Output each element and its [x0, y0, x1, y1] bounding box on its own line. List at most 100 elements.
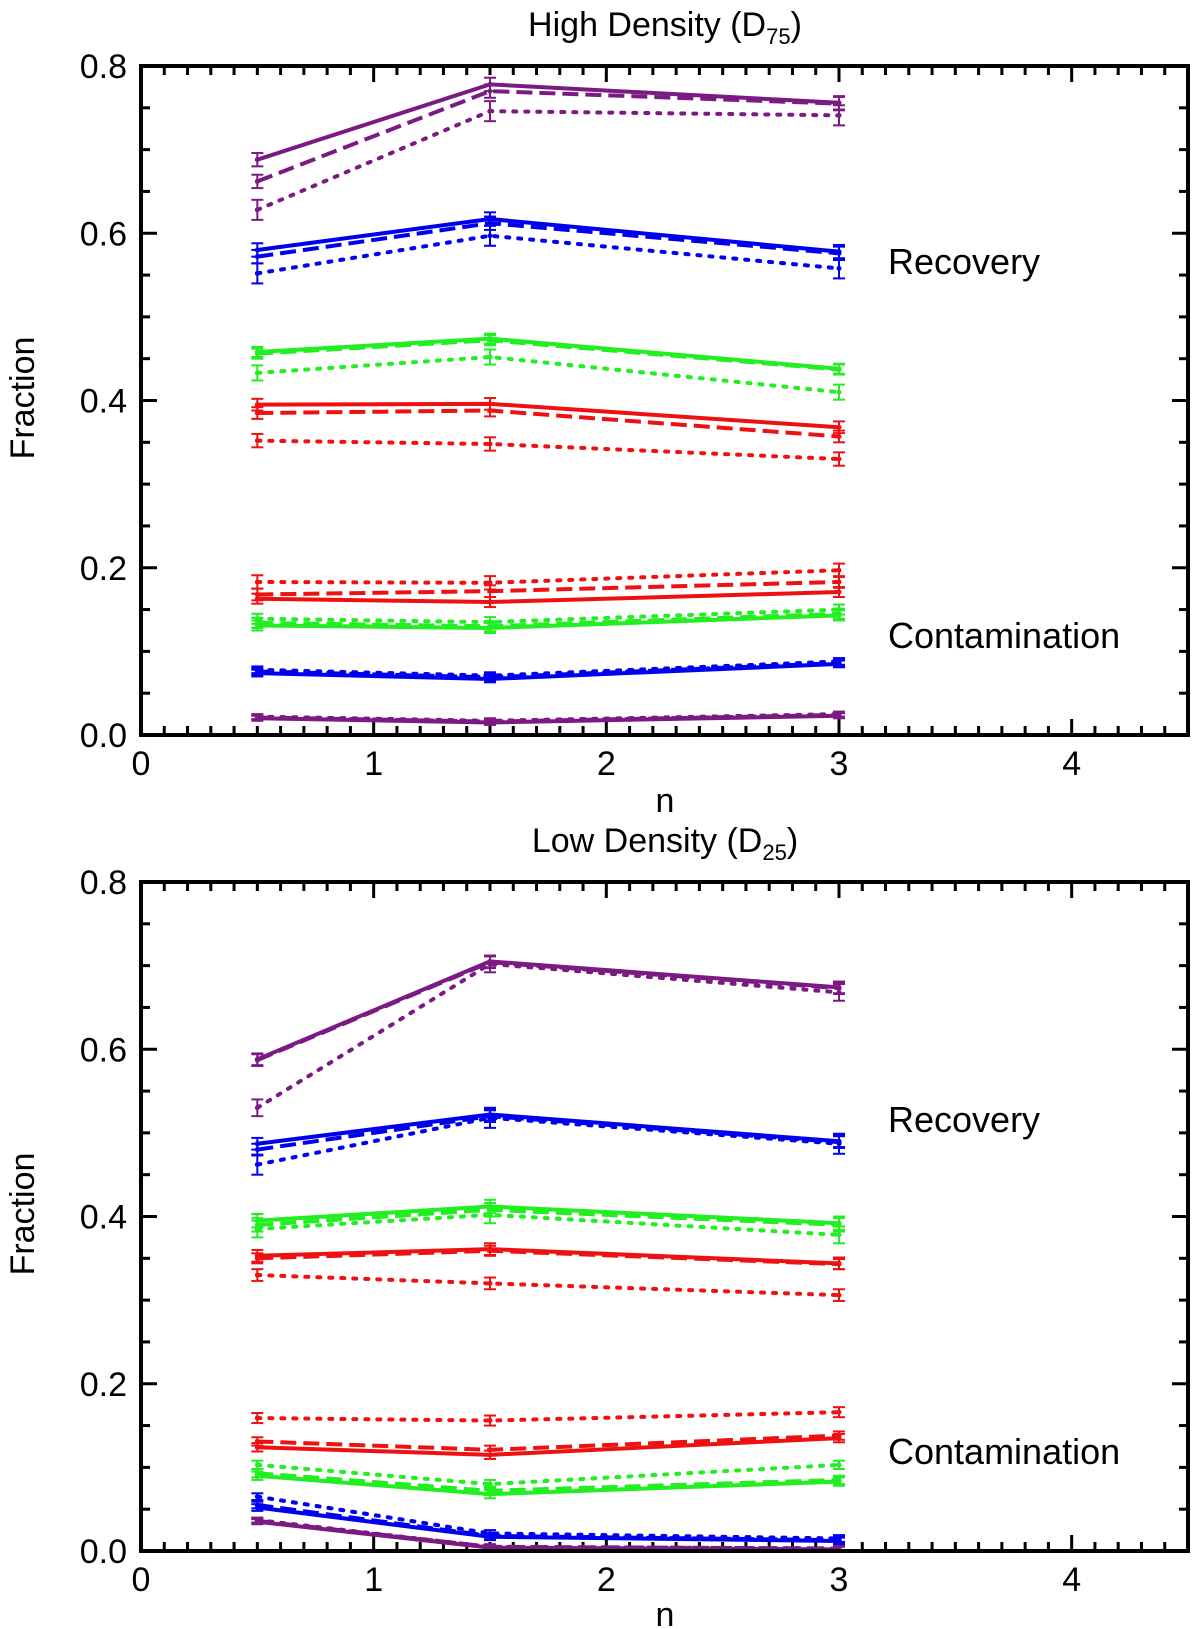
data-point	[836, 589, 842, 595]
data-point	[487, 1545, 493, 1551]
data-point	[487, 676, 493, 682]
data-point	[487, 337, 493, 343]
series-red-recovery-dashed	[251, 403, 845, 444]
data-point	[254, 579, 260, 585]
data-point	[836, 579, 842, 585]
title-end: )	[787, 822, 798, 860]
series-purple-recovery-dotted	[251, 100, 845, 221]
data-point	[836, 612, 842, 618]
data-point	[254, 1105, 260, 1111]
series-green-recovery-dashed	[251, 334, 845, 376]
data-point	[254, 596, 260, 602]
x-tick-label: 4	[1062, 1561, 1081, 1599]
title-subscript: 75	[766, 24, 790, 49]
series-line	[255, 233, 841, 276]
series-purple-contam-solid	[251, 712, 845, 726]
data-point	[836, 1232, 842, 1238]
data-point	[487, 88, 493, 94]
data-point	[487, 719, 493, 725]
y-tick-label: 0.8	[80, 864, 127, 902]
series-line	[255, 1115, 841, 1167]
data-point	[254, 1226, 260, 1232]
y-tick-label: 0.6	[80, 215, 127, 253]
y-tick-labels: 0.0 0.2 0.4 0.6 0.8	[80, 864, 127, 1571]
title-subscript: 25	[762, 840, 786, 865]
data-point	[254, 1057, 260, 1063]
data-point	[487, 1418, 493, 1424]
data-point	[836, 1141, 842, 1147]
data-point	[254, 207, 260, 213]
x-tick-label: 2	[597, 1561, 616, 1599]
data-point	[836, 1538, 842, 1544]
y-tick-label: 0.0	[80, 717, 127, 755]
series-group	[251, 954, 845, 1553]
data-point	[254, 157, 260, 163]
data-point	[836, 389, 842, 395]
data-point	[487, 233, 493, 239]
series-line	[255, 1212, 841, 1237]
y-tick-label: 0.4	[80, 383, 127, 421]
x-tick-label: 0	[132, 745, 151, 783]
data-point	[254, 1444, 260, 1450]
plot-frame	[139, 880, 1190, 1553]
data-point	[487, 1248, 493, 1254]
series-line	[255, 961, 841, 1110]
data-point	[487, 108, 493, 114]
series-red-contam-dotted	[251, 1406, 845, 1427]
annotation-recovery: Recovery	[888, 241, 1040, 282]
data-point	[487, 625, 493, 631]
y-axis-label: Fraction	[4, 1153, 42, 1276]
data-point	[254, 402, 260, 408]
series-blue-contam-solid	[251, 1503, 845, 1546]
data-point	[836, 661, 842, 667]
series-line	[256, 89, 840, 184]
data-point	[836, 265, 842, 271]
data-point	[487, 1481, 493, 1487]
y-tick-label: 0.6	[80, 1031, 127, 1069]
annotation-contamination: Contamination	[888, 1431, 1120, 1472]
title-main: Low Density (D	[532, 822, 763, 860]
data-point	[254, 410, 260, 416]
data-point	[836, 250, 842, 256]
x-axis-label: n	[656, 1596, 675, 1629]
series-blue-contam-solid	[251, 659, 845, 684]
annotation-recovery: Recovery	[888, 1099, 1040, 1140]
title-main: High Density (D	[528, 6, 766, 44]
data-point	[254, 1494, 260, 1500]
data-point	[487, 1280, 493, 1286]
x-tick-labels: 0 1 2 3 4	[132, 1561, 1082, 1599]
data-point	[254, 254, 260, 260]
series-green-recovery-dotted	[251, 1205, 845, 1245]
data-point	[836, 1409, 842, 1415]
data-point	[836, 112, 842, 118]
y-tick-label: 0.4	[80, 1199, 127, 1237]
data-point	[254, 1519, 260, 1525]
data-point	[487, 580, 493, 586]
data-point	[487, 1115, 493, 1121]
data-point	[836, 424, 842, 430]
y-tick-label: 0.2	[80, 550, 127, 588]
y-tick-labels: 0.0 0.2 0.4 0.6 0.8	[80, 48, 127, 755]
series-blue-recovery-dotted	[251, 1106, 845, 1176]
series-red-contam-solid	[251, 585, 845, 609]
data-point	[487, 220, 493, 226]
x-tick-label: 4	[1062, 745, 1081, 783]
series-purple-recovery-dotted	[251, 954, 845, 1118]
data-point	[836, 1462, 842, 1468]
data-point	[254, 438, 260, 444]
x-tick-labels: 0 1 2 3 4	[132, 745, 1082, 783]
annotation-contamination: Contamination	[888, 615, 1120, 656]
data-point	[836, 1479, 842, 1485]
y-tick-label: 0.2	[80, 1366, 127, 1404]
data-point	[487, 588, 493, 594]
x-tick-label: 1	[364, 745, 383, 783]
data-point	[254, 351, 260, 357]
series-green-recovery-dotted	[251, 348, 845, 401]
data-point	[487, 1212, 493, 1218]
data-point	[254, 1505, 260, 1511]
x-tick-label: 0	[132, 1561, 151, 1599]
data-point	[487, 599, 493, 605]
series-red-recovery-dotted	[251, 1268, 845, 1302]
